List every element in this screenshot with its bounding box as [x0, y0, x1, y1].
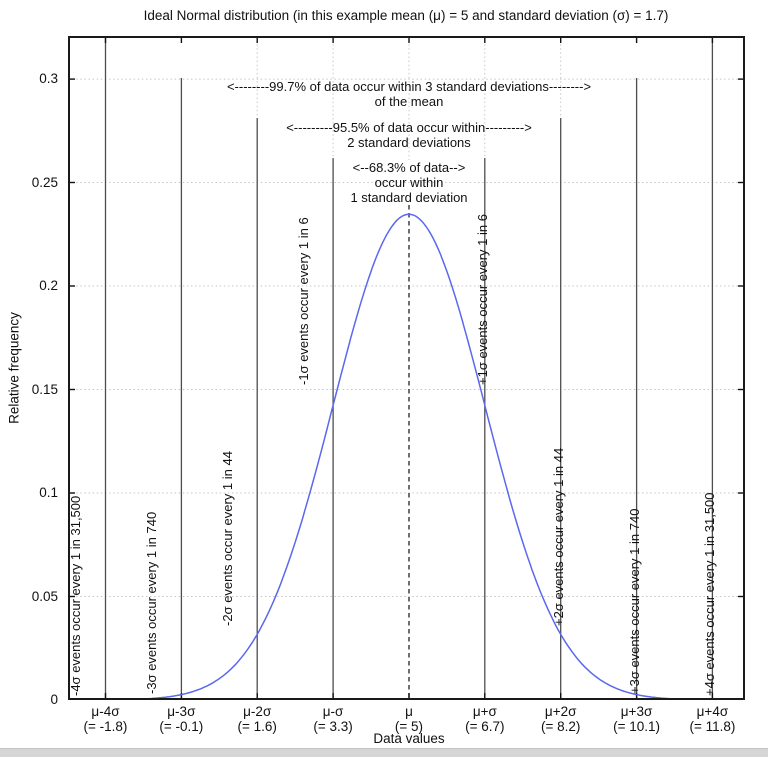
bottom-page-strip [0, 748, 768, 757]
x-tick-line1: μ-σ [322, 704, 344, 719]
x-tick-line1: μ+4σ [696, 704, 729, 719]
x-axis-label: Data values [373, 731, 445, 746]
annotation-line: 2 standard deviations [347, 135, 471, 150]
x-tick-line2: (= -0.1) [159, 719, 204, 734]
plot-canvas [68, 36, 745, 701]
sigma-frequency-label--1: -1σ events occur every 1 in 6 [296, 217, 312, 385]
annotation-line: 1 standard deviation [350, 190, 468, 205]
x-tick-label-sigma1: μ+σ (= 6.7) [440, 704, 530, 734]
annotation-line: of the mean [374, 94, 444, 109]
y-tick-label-0.25: 0.25 [31, 174, 58, 190]
x-tick-line2: (= 8.2) [540, 719, 581, 734]
sigma-frequency-label--3: -3σ events occur every 1 in 740 [144, 511, 160, 694]
annotation-1sigma: <--68.3% of data--> occur within 1 standar… [350, 160, 467, 205]
y-tick-label-0.15: 0.15 [31, 381, 58, 397]
x-tick-label-sigma4: μ+4σ (= 11.8) [667, 704, 757, 734]
x-tick-label-sigma-2: μ-2σ (= 1.6) [212, 704, 302, 734]
x-tick-line2: (= 11.8) [689, 719, 736, 734]
annotation-line: <---------95.5% of data occur within----… [286, 120, 532, 135]
x-tick-label-sigma3: μ+3σ (= 10.1) [592, 704, 682, 734]
x-tick-line1: μ+2σ [544, 704, 577, 719]
y-tick-label-0.1: 0.1 [39, 485, 58, 501]
x-tick-line1: μ-3σ [167, 704, 196, 719]
sigma-frequency-label-2: +2σ events occur every 1 in 44 [550, 447, 566, 626]
annotation-line: <--68.3% of data--> [352, 160, 466, 175]
annotation-2sigma: <---------95.5% of data occur within----… [286, 120, 532, 150]
x-tick-line2: (= 6.7) [465, 719, 505, 734]
x-tick-label-sigma-1: μ-σ (= 3.3) [288, 704, 378, 734]
normal-curve [68, 213, 745, 701]
x-tick-label-sigma0: μ (= 5) [364, 704, 454, 734]
y-tick-label-0.2: 0.2 [39, 278, 58, 294]
x-tick-label-sigma-3: μ-3σ (= -0.1) [136, 704, 226, 734]
x-tick-line1: μ-4σ [91, 704, 120, 719]
y-axis-label: Relative frequency [6, 312, 22, 424]
chart-title: Ideal Normal distribution (in this examp… [143, 8, 669, 23]
x-tick-line1: μ-2σ [243, 704, 272, 719]
x-tick-line2: (= -1.8) [83, 719, 128, 734]
x-tick-line2: (= 1.6) [237, 719, 277, 734]
x-tick-line1: μ [405, 704, 413, 719]
sigma-frequency-label-3: +3σ events occur every 1 in 740 [626, 508, 642, 694]
annotation-3sigma: <--------99.7% of data occur within 3 st… [227, 79, 591, 109]
annotation-line: <--------99.7% of data occur within 3 st… [226, 79, 592, 94]
x-tick-line2: (= 3.3) [313, 719, 353, 734]
x-tick-line2: (= 10.1) [613, 719, 660, 734]
annotation-line: occur within [374, 175, 444, 190]
sigma-frequency-label--2: -2σ events occur every 1 in 44 [220, 451, 236, 626]
x-tick-line1: μ+3σ [620, 704, 653, 719]
y-tick-label-0.05: 0.05 [31, 588, 58, 604]
sigma-frequency-label-4: +4σ events occur every 1 in 31,500 [702, 492, 718, 696]
x-tick-label-sigma-4: μ-4σ (= -1.8) [60, 704, 150, 734]
x-tick-label-sigma2: μ+2σ (= 8.2) [516, 704, 606, 734]
y-tick-label-0: 0 [50, 692, 58, 707]
y-tick-label-0.3: 0.3 [39, 71, 58, 87]
x-tick-line1: μ+σ [472, 704, 497, 719]
x-tick-line2: (= 5) [394, 719, 424, 734]
sigma-frequency-label-1: +1σ events occur every 1 in 6 [474, 214, 490, 385]
sigma-frequency-label--4: -4σ events occur every 1 in 31,500 [68, 495, 84, 696]
plot-border [68, 36, 745, 700]
plot-area [68, 36, 745, 701]
